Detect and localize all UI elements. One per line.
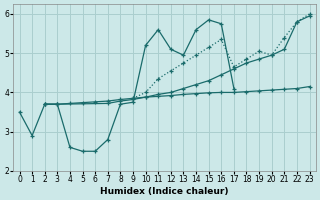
X-axis label: Humidex (Indice chaleur): Humidex (Indice chaleur) — [100, 187, 229, 196]
